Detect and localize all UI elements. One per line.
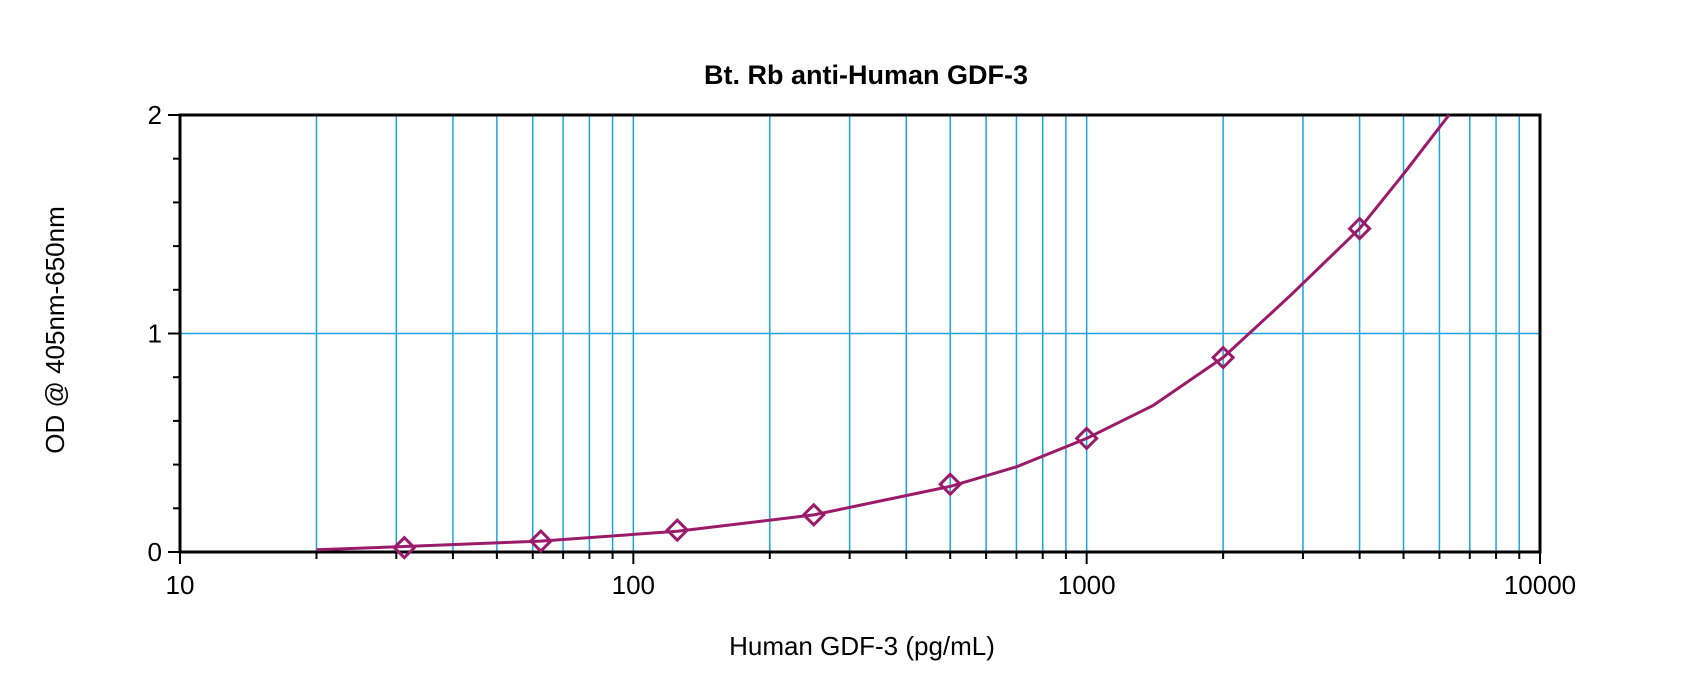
axis-ticks (168, 114, 1541, 564)
data-point-marker (938, 472, 963, 497)
x-axis-label: Human GDF-3 (pg/mL) (729, 631, 995, 661)
data-point-marker (801, 502, 826, 527)
x-tick-label: 10 (166, 570, 195, 600)
y-tick-label: 1 (148, 319, 162, 349)
y-tick-label: 2 (148, 100, 162, 130)
fit-curve (316, 114, 1451, 552)
chart-title: Bt. Rb anti-Human GDF-3 (704, 60, 1028, 90)
x-tick-label: 10000 (1504, 570, 1576, 600)
x-tick-label: 1000 (1058, 570, 1116, 600)
data-point-marker (528, 528, 553, 554)
x-tick-label: 100 (612, 570, 655, 600)
data-markers (392, 216, 1372, 560)
y-axis-label: OD @ 405nm-650nm (40, 206, 70, 454)
grid (180, 115, 1540, 552)
y-tick-label: 0 (148, 537, 162, 567)
data-point-marker (392, 535, 417, 560)
data-point-marker (665, 518, 690, 543)
tick-labels: 10 100 1000 10000 0 1 2 (148, 100, 1577, 600)
data-point-marker (1074, 426, 1099, 451)
data-point-marker (1211, 345, 1236, 370)
data-point-marker (1347, 216, 1372, 241)
